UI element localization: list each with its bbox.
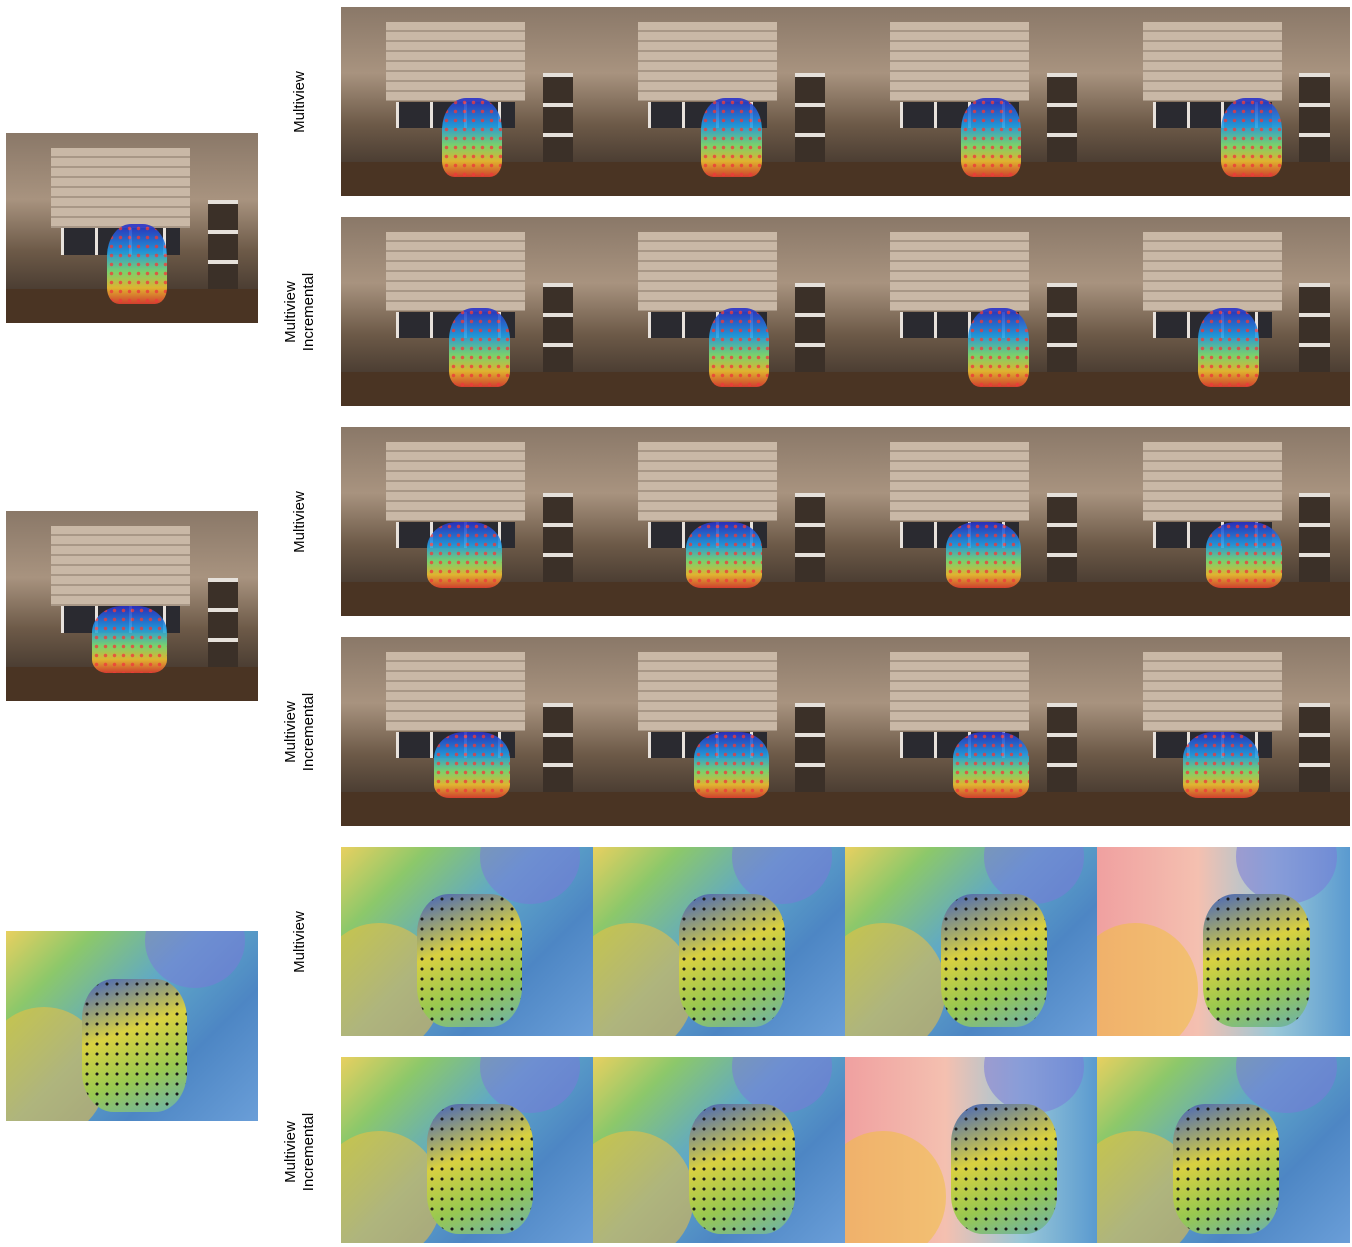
window-blind <box>1143 652 1282 731</box>
person-tracks <box>427 1104 533 1234</box>
person-tracks <box>1203 894 1309 1026</box>
scene-image <box>6 133 258 323</box>
scene-image <box>845 637 1097 826</box>
shape <box>1097 923 1198 1036</box>
window-blind <box>638 442 777 521</box>
shape <box>845 923 946 1036</box>
scene-image <box>1097 217 1350 406</box>
scene-image <box>593 1057 845 1243</box>
person-tracks <box>946 522 1022 588</box>
person-tracks <box>941 894 1047 1026</box>
window-blind <box>51 148 190 228</box>
row-label-line: Incremental <box>300 693 318 771</box>
scene-image <box>1097 637 1350 826</box>
row-label-line: Multiview <box>282 1121 300 1183</box>
person-tracks <box>701 98 761 177</box>
scene-image <box>341 637 593 826</box>
row-label-line: Multiview <box>291 71 309 133</box>
scene-image <box>845 1057 1097 1243</box>
person-tracks <box>961 98 1021 177</box>
person-tracks <box>92 606 168 673</box>
figure: MultiviewMultiviewIncrementalMultiviewMu… <box>0 0 1352 1243</box>
row-label-line: Multiview <box>291 491 309 553</box>
scene-image <box>593 637 845 826</box>
window-blind <box>638 22 777 101</box>
scene-image <box>845 847 1097 1036</box>
row-label-line: Incremental <box>300 1113 318 1191</box>
person-tracks <box>1206 522 1282 588</box>
window-blind <box>386 232 525 311</box>
person-tracks <box>427 522 503 588</box>
window-blind <box>890 652 1029 731</box>
person-tracks <box>1183 732 1259 798</box>
person-tracks <box>434 732 510 798</box>
person-tracks <box>694 732 770 798</box>
window-blind <box>1143 22 1282 101</box>
scene-image <box>1097 847 1350 1036</box>
scene-image <box>593 7 845 196</box>
row-label-line: Multiview <box>282 701 300 763</box>
person-tracks <box>1221 98 1282 177</box>
person-tracks <box>442 98 502 177</box>
window-blind <box>386 442 525 521</box>
scene-image <box>593 217 845 406</box>
scene-image <box>593 427 845 616</box>
scene-image <box>341 7 593 196</box>
scene-image <box>6 931 258 1121</box>
person-tracks <box>968 308 1028 387</box>
person-tracks <box>679 894 785 1026</box>
person-tracks <box>689 1104 795 1234</box>
scene-image <box>593 847 845 1036</box>
scene-image <box>845 7 1097 196</box>
person-tracks <box>951 1104 1057 1234</box>
person-tracks <box>1198 308 1259 387</box>
window-blind <box>1143 442 1282 521</box>
window-blind <box>890 232 1029 311</box>
window-blind <box>890 22 1029 101</box>
scene-image <box>341 1057 593 1243</box>
person-tracks <box>1173 1104 1279 1234</box>
row-label: Multiview <box>280 7 320 197</box>
shape <box>593 1131 694 1243</box>
person-tracks <box>709 308 769 387</box>
scene-image <box>845 427 1097 616</box>
row-label-line: Incremental <box>300 273 318 351</box>
person-tracks <box>953 732 1029 798</box>
person-tracks <box>82 979 188 1112</box>
window-blind <box>386 652 525 731</box>
scene-image <box>341 427 593 616</box>
window-blind <box>51 526 190 606</box>
person-tracks <box>417 894 523 1026</box>
scene-image <box>1097 427 1350 616</box>
row-label-line: Multiview <box>282 281 300 343</box>
person-tracks <box>686 522 762 588</box>
person-tracks <box>449 308 509 387</box>
scene-image <box>845 217 1097 406</box>
scene-image <box>341 847 593 1036</box>
window-blind <box>386 22 525 101</box>
scene-image <box>341 217 593 406</box>
window-blind <box>638 652 777 731</box>
row-label: Multiview <box>280 847 320 1037</box>
scene-image <box>6 511 258 701</box>
scene-image <box>1097 1057 1350 1243</box>
scene-image <box>1097 7 1350 196</box>
person-tracks <box>107 224 167 304</box>
window-blind <box>638 232 777 311</box>
row-label: Multiview <box>280 427 320 617</box>
shape <box>845 1131 946 1243</box>
window-blind <box>890 442 1029 521</box>
row-label-line: Multiview <box>291 911 309 973</box>
window-blind <box>1143 232 1282 311</box>
